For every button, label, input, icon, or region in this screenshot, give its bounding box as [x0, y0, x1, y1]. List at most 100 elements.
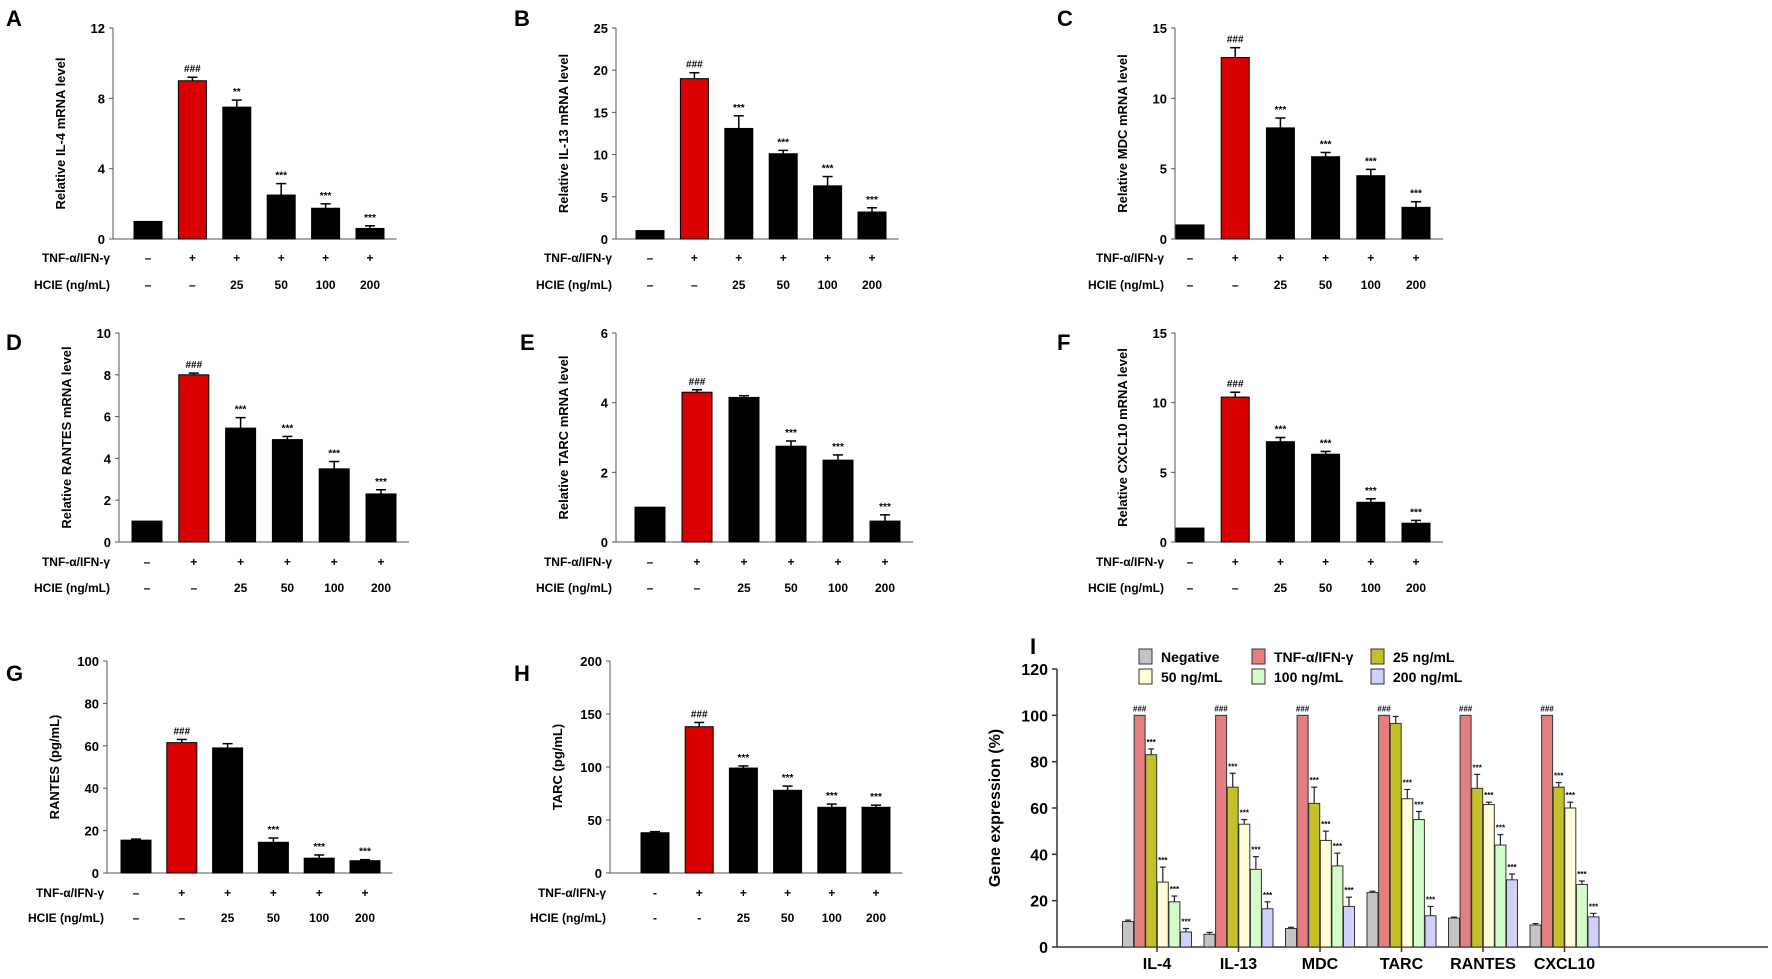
treatment-mark: +: [834, 555, 841, 569]
dose-label: –: [1187, 278, 1194, 292]
bar: [775, 445, 807, 543]
y-tick-label: 12: [91, 21, 105, 36]
bar: [1220, 396, 1250, 543]
bar: [1356, 175, 1386, 240]
bar: [1311, 156, 1341, 240]
significance-label: ***: [826, 791, 838, 802]
significance-label: ***: [832, 442, 844, 453]
legend-swatch: [1138, 668, 1153, 685]
y-axis-label: Relative MDC mRNA level: [1115, 54, 1130, 212]
treatment-mark: +: [872, 886, 879, 900]
treatment-mark: –: [144, 555, 151, 569]
bar: [222, 106, 252, 240]
y-tick-label: 100: [1021, 708, 1048, 725]
significance-label: ###: [1227, 35, 1244, 46]
dose-label: 200: [360, 278, 380, 292]
category-label: IL-4: [1143, 956, 1172, 973]
significance-label: ***: [782, 773, 794, 784]
dose-label: 100: [818, 278, 838, 292]
y-tick-label: 60: [85, 739, 99, 754]
treatment-mark: +: [278, 251, 285, 265]
dose-label: 200: [1406, 278, 1426, 292]
panel-e: E 0 2 4 6 Relative TARC mRNA level – – ### + – +25 *…: [520, 326, 914, 595]
treatment-mark: +: [1232, 251, 1239, 265]
treatment-mark: –: [145, 251, 152, 265]
y-tick-label: 4: [601, 396, 609, 411]
dose-label: 50: [275, 278, 289, 292]
significance-label: ***: [1275, 425, 1287, 436]
bar: [768, 153, 798, 240]
bar: [1175, 527, 1205, 543]
panel-c: C 0 5 10 15 Relative MDC mRNA level – – ### + – ***…: [1057, 6, 1444, 292]
legend-label: 25 ng/mL: [1393, 649, 1455, 665]
significance-label: ***: [733, 103, 745, 114]
significance-label: ***: [1484, 791, 1494, 800]
bar: [1220, 57, 1250, 240]
significance-label: ###: [686, 60, 703, 71]
bar: [1311, 453, 1341, 543]
significance-label: ***: [1365, 156, 1377, 167]
bar: [355, 227, 385, 240]
significance-label: ***: [879, 502, 891, 513]
significance-label: ***: [1251, 846, 1261, 855]
row-label-hcie: HCIE (ng/mL): [536, 581, 612, 595]
dose-label: 200: [875, 581, 895, 595]
significance-label: ###: [689, 377, 706, 388]
bar: [1238, 823, 1251, 948]
bar: [1156, 881, 1169, 948]
row-label-hcie: HCIE (ng/mL): [28, 911, 104, 925]
treatment-mark: +: [233, 251, 240, 265]
y-tick-label: 20: [85, 824, 99, 839]
bar: [728, 767, 758, 874]
panel-letter: I: [1030, 634, 1036, 659]
dose-label: 200: [371, 581, 391, 595]
dose-label: –: [691, 278, 698, 292]
bar: [1168, 901, 1181, 948]
significance-label: ***: [1263, 891, 1273, 900]
dose-label: 50: [777, 278, 791, 292]
dose-label: 100: [1361, 278, 1381, 292]
row-label-tnf: TNF-α/IFN-γ: [544, 555, 612, 569]
dose-label: –: [190, 581, 197, 595]
treatment-mark: +: [735, 251, 742, 265]
treatment-mark: +: [1412, 555, 1419, 569]
bar: [178, 374, 210, 543]
bar: [1356, 501, 1386, 543]
significance-label: ***: [1403, 778, 1413, 787]
dose-label: 100: [828, 581, 848, 595]
significance-label: ***: [359, 847, 371, 858]
dose-label: 200: [355, 911, 375, 925]
significance-label: ***: [1275, 105, 1287, 116]
panel-letter: H: [514, 661, 530, 686]
panel-letter: G: [6, 661, 23, 686]
y-axis-label: RANTES (pg/mL): [47, 715, 62, 820]
significance-label: ***: [1158, 856, 1168, 865]
bar: [1265, 127, 1295, 240]
bar: [640, 832, 670, 874]
y-axis-label: TARC (pg/mL): [550, 724, 565, 810]
bar: [271, 439, 303, 543]
significance-label: ***: [1344, 886, 1354, 895]
significance-label: ***: [738, 753, 750, 764]
row-label-tnf: TNF-α/IFN-γ: [538, 886, 606, 900]
treatment-mark: +: [828, 886, 835, 900]
treatment-mark: +: [1367, 251, 1374, 265]
dose-label: 25: [1274, 581, 1288, 595]
bar: [1378, 714, 1391, 948]
treatment-mark: +: [284, 555, 291, 569]
significance-label: ***: [1170, 885, 1180, 894]
treatment-mark: +: [780, 251, 787, 265]
y-tick-label: 0: [1039, 940, 1048, 957]
y-axis-label: Relative RANTES mRNA level: [59, 346, 74, 528]
dose-label: 50: [1319, 581, 1333, 595]
treatment-mark: –: [133, 886, 140, 900]
y-tick-label: 200: [580, 654, 602, 669]
treatment-mark: +: [784, 886, 791, 900]
significance-label: ###: [691, 709, 708, 720]
y-tick-label: 0: [601, 232, 608, 247]
bar: [813, 185, 843, 240]
treatment-mark: +: [224, 886, 231, 900]
panel-i: I 0 20 40 60 80 100 120 Gene expression (%) IL-4 #…: [987, 634, 1768, 973]
bar: [1296, 714, 1309, 948]
